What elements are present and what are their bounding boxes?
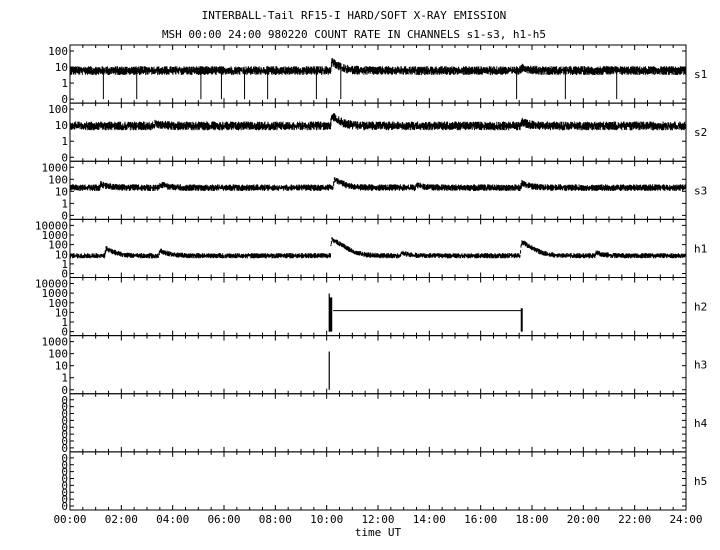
x-tick-label: 00:00 bbox=[53, 513, 86, 526]
x-tick-label: 16:00 bbox=[464, 513, 497, 526]
x-tick-label: 08:00 bbox=[259, 513, 292, 526]
series-h1 bbox=[69, 237, 687, 259]
panel-frame-h5 bbox=[69, 451, 687, 511]
y-tick-label-h5: 0 bbox=[61, 452, 68, 465]
y-tick-label-s1: 1 bbox=[61, 77, 68, 90]
y-tick-label-s3: 100 bbox=[48, 173, 68, 186]
y-tick-label-h5: 0 bbox=[61, 473, 68, 486]
y-tick-label-s1: 10 bbox=[55, 61, 68, 74]
y-tick-label-h2: 0 bbox=[61, 326, 68, 339]
panel-frame-s2 bbox=[69, 102, 687, 162]
y-tick-label-s3: 1 bbox=[61, 197, 68, 210]
x-tick-label: 18:00 bbox=[515, 513, 548, 526]
x-tick-label: 12:00 bbox=[361, 513, 394, 526]
y-tick-label-h1: 10000 bbox=[35, 219, 68, 232]
y-tick-label-h2: 10 bbox=[55, 306, 68, 319]
y-tick-label-h2: 10000 bbox=[35, 278, 68, 291]
y-tick-label-h5: 0 bbox=[61, 486, 68, 499]
x-tick-label: 06:00 bbox=[207, 513, 240, 526]
y-tick-label-h4: 0 bbox=[61, 428, 68, 441]
x-tick-label: 24:00 bbox=[669, 513, 702, 526]
y-tick-label-h3: 1000 bbox=[42, 336, 69, 349]
y-tick-label-h4: 0 bbox=[61, 394, 68, 407]
y-tick-label-s2: 10 bbox=[55, 119, 68, 132]
x-tick-label: 20:00 bbox=[567, 513, 600, 526]
y-tick-label-h5: 0 bbox=[61, 466, 68, 479]
y-tick-label-h1: 10 bbox=[55, 248, 68, 261]
channel-label-h3: h3 bbox=[694, 359, 707, 372]
channel-label-h1: h1 bbox=[694, 242, 707, 255]
y-tick-label-h4: 0 bbox=[61, 442, 68, 455]
x-axis-label: time UT bbox=[355, 526, 402, 539]
y-tick-label-h2: 1 bbox=[61, 316, 68, 329]
panel-frame-h2 bbox=[69, 277, 687, 337]
y-tick-label-s2: 100 bbox=[48, 103, 68, 116]
y-tick-label-h2: 100 bbox=[48, 297, 68, 310]
y-tick-label-h1: 100 bbox=[48, 239, 68, 252]
channel-label-h4: h4 bbox=[694, 417, 708, 430]
channel-label-s1: s1 bbox=[694, 68, 707, 81]
chart-subtitle: MSH 00:00 24:00 980220 COUNT RATE IN CHA… bbox=[162, 28, 546, 41]
x-axis: 00:00 02:00 04:00 06:00 08:00 10:00 12:00 14:00… bbox=[53, 513, 702, 526]
x-tick-label: 14:00 bbox=[413, 513, 446, 526]
panel-frame-h3 bbox=[69, 335, 687, 395]
y-tick-label-s1: 100 bbox=[48, 45, 68, 58]
series-s3 bbox=[69, 177, 687, 191]
y-tick-label-h4: 0 bbox=[61, 435, 68, 448]
y-tick-label-h4: 0 bbox=[61, 408, 68, 421]
y-tick-label-s3: 10 bbox=[55, 185, 68, 198]
chart-title: INTERBALL-Tail RF15-I HARD/SOFT X-RAY EM… bbox=[202, 9, 507, 22]
x-tick-label: 04:00 bbox=[156, 513, 189, 526]
channel-label-h2: h2 bbox=[694, 301, 707, 314]
panel-frame-h4 bbox=[69, 393, 687, 453]
y-tick-label-h3: 100 bbox=[48, 348, 68, 361]
x-tick-label: 22:00 bbox=[618, 513, 651, 526]
y-tick-label-h1: 1000 bbox=[42, 229, 69, 242]
y-tick-label-h3: 1 bbox=[61, 372, 68, 385]
y-tick-label-h5: 0 bbox=[61, 500, 68, 513]
y-tick-label-s1: 0 bbox=[61, 93, 68, 106]
channel-label-s3: s3 bbox=[694, 184, 707, 197]
y-tick-label-h1: 1 bbox=[61, 258, 68, 271]
y-tick-label-h5: 0 bbox=[61, 479, 68, 492]
y-tick-label-s2: 1 bbox=[61, 135, 68, 148]
spike-body-h2 bbox=[329, 297, 333, 332]
y-tick-label-h2: 1000 bbox=[42, 287, 69, 300]
y-tick-label-s2: 0 bbox=[61, 151, 68, 164]
series-s2 bbox=[69, 113, 687, 131]
series-s1 bbox=[69, 58, 687, 76]
panel-group: 1001010s11001010s210001001010s3100001000… bbox=[35, 44, 708, 513]
y-tick-label-h4: 0 bbox=[61, 414, 68, 427]
channel-label-s2: s2 bbox=[694, 126, 707, 139]
y-tick-label-s3: 0 bbox=[61, 209, 68, 222]
y-tick-label-h4: 0 bbox=[61, 401, 68, 414]
x-tick-label: 10:00 bbox=[310, 513, 343, 526]
y-tick-label-h1: 0 bbox=[61, 268, 68, 281]
panel-frame-h1 bbox=[69, 218, 687, 278]
y-tick-label-h3: 10 bbox=[55, 360, 68, 373]
plateau-end-h2 bbox=[520, 308, 523, 332]
y-tick-label-h3: 0 bbox=[61, 384, 68, 397]
y-tick-label-h5: 0 bbox=[61, 493, 68, 506]
y-tick-label-h5: 0 bbox=[61, 459, 68, 472]
x-tick-label: 02:00 bbox=[105, 513, 138, 526]
y-tick-label-s3: 1000 bbox=[42, 161, 69, 174]
y-tick-label-h4: 0 bbox=[61, 421, 68, 434]
channel-label-h5: h5 bbox=[694, 475, 707, 488]
